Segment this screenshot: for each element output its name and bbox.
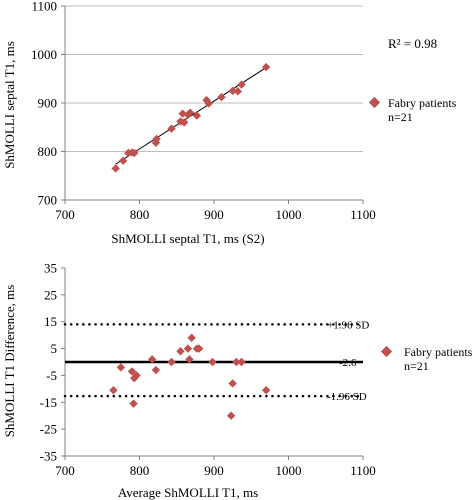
y-tick-label: 700 — [38, 193, 58, 208]
data-point — [194, 344, 204, 353]
data-point — [228, 379, 237, 388]
y-tick-label: 1100 — [31, 0, 57, 14]
data-point — [237, 357, 246, 367]
data-point — [130, 373, 139, 383]
legend-count: n=21 — [404, 359, 429, 373]
y-tick-label: -35 — [40, 449, 57, 464]
legend-bottom: Fabry patients n=21 — [380, 345, 472, 373]
data-point — [185, 108, 195, 117]
data-point — [147, 355, 157, 364]
y-tick-label: 800 — [38, 144, 58, 159]
y-tick-label: 25 — [44, 287, 57, 302]
data-point — [152, 134, 161, 144]
y-tick-label: 1000 — [31, 47, 57, 62]
data-point — [261, 62, 271, 72]
scatter-chart-top: 700 800 900 1000 1100 700 800 900 1000 1100 ShMOL… — [2, 0, 457, 246]
legend-marker — [380, 345, 393, 358]
x-tick-label: 900 — [204, 463, 224, 478]
data-point — [261, 386, 271, 395]
data-point — [180, 118, 189, 127]
y-tick-label: 15 — [44, 314, 57, 329]
data-point — [185, 355, 194, 364]
reference-line-label: -1.96 SD — [327, 391, 367, 403]
x-tick-label: 1000 — [276, 463, 302, 478]
data-point — [228, 86, 237, 96]
x-tick-label: 1100 — [350, 207, 376, 222]
data-point — [130, 148, 139, 158]
data-point — [129, 399, 138, 408]
data-point — [226, 411, 236, 420]
y-axis-label: ShMOLLI T1 Difference, ms — [2, 285, 17, 438]
data-point — [176, 347, 185, 356]
data-point — [204, 99, 213, 108]
legend-marker — [368, 96, 381, 109]
y-tick-label: 35 — [44, 261, 57, 276]
data-point — [233, 87, 243, 96]
data-point — [232, 357, 241, 367]
x-tick-label: 800 — [130, 463, 150, 478]
x-tick-label: 800 — [130, 207, 150, 222]
data-point — [132, 371, 141, 380]
y-tick-label: -15 — [40, 395, 57, 410]
data-point — [109, 386, 118, 395]
y-tick-label: 5 — [51, 341, 58, 356]
legend-label: Fabry patients — [388, 96, 457, 110]
legend-label: Fabry patients — [404, 345, 472, 359]
data-point — [178, 109, 187, 118]
data-point — [183, 344, 193, 353]
y-axis-label: ShMOLLI septal T1, ms — [2, 41, 17, 169]
data-point — [167, 124, 176, 133]
x-axis-label: Average ShMOLLI T1, ms — [118, 485, 258, 500]
data-point — [217, 92, 226, 102]
x-tick-label: 900 — [204, 207, 224, 222]
reference-line-label: +1.96 SD — [327, 319, 369, 331]
data-point — [118, 156, 128, 165]
reference-line-label: -2.6 — [339, 357, 357, 369]
data-point — [192, 111, 202, 120]
data-point — [111, 164, 120, 173]
data-point — [127, 367, 137, 376]
r-squared-label: R² = 0.98 — [388, 36, 437, 51]
y-tick-label: -25 — [40, 422, 57, 437]
legend-top: Fabry patients n=21 — [368, 96, 457, 124]
legend-count: n=21 — [388, 110, 413, 124]
data-point — [116, 363, 126, 372]
data-point — [187, 333, 196, 343]
data-point — [237, 80, 246, 89]
data-point — [167, 357, 176, 367]
y-tick-label: 900 — [38, 96, 58, 111]
data-point — [151, 365, 161, 375]
x-tick-label: 700 — [55, 207, 75, 222]
x-tick-label: 1100 — [350, 463, 376, 478]
x-axis-label: ShMOLLI septal T1, ms (S2) — [111, 231, 264, 246]
x-tick-label: 700 — [55, 463, 75, 478]
y-tick-label: -5 — [46, 368, 57, 383]
data-point — [208, 357, 217, 367]
x-tick-label: 1000 — [276, 207, 302, 222]
